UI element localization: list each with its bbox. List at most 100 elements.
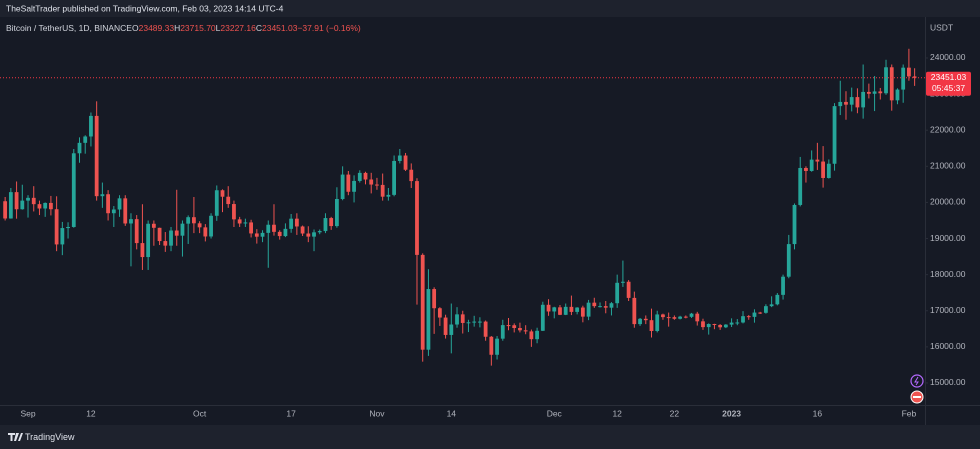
legend-key: C xyxy=(256,23,262,33)
candle-body xyxy=(844,101,848,105)
candle-body xyxy=(746,316,751,318)
candle-body xyxy=(151,223,156,228)
x-tick-label: 17 xyxy=(286,408,296,418)
candle-body xyxy=(43,202,48,209)
published-line: TheSaltTrader published on TradingView.c… xyxy=(6,3,284,13)
candle-body xyxy=(83,136,88,143)
candle-body xyxy=(66,226,70,229)
candle-body xyxy=(129,219,133,224)
x-tick-label: 12 xyxy=(612,408,622,418)
candle-body xyxy=(586,302,591,317)
legend-key: O xyxy=(132,23,139,33)
candle-body xyxy=(312,232,316,237)
candle-body xyxy=(363,172,368,180)
candle-body xyxy=(100,194,105,197)
x-tick-label: 22 xyxy=(670,408,680,418)
candle-body xyxy=(197,223,202,228)
candle-body xyxy=(655,314,660,332)
candle-body xyxy=(626,281,631,298)
candle-body xyxy=(775,294,780,305)
candle-body xyxy=(266,224,271,233)
y-tick-label: 18000.00 xyxy=(930,269,966,279)
candle-body xyxy=(701,321,705,328)
candle-body xyxy=(20,200,25,210)
candle-body xyxy=(237,219,242,224)
candle-body xyxy=(575,307,580,312)
candle-body xyxy=(209,215,213,237)
candle-body xyxy=(294,218,299,227)
candle-body xyxy=(386,194,391,197)
candle-body xyxy=(77,142,82,154)
candle-body xyxy=(752,312,757,317)
y-tick-label: 24000.00 xyxy=(930,52,966,62)
candle-body xyxy=(243,222,248,224)
candle-body xyxy=(140,243,145,258)
candle-body xyxy=(260,232,265,237)
candle-body xyxy=(632,297,637,325)
candle-body xyxy=(329,218,334,227)
candle-body xyxy=(380,184,385,197)
event-icon-glyph xyxy=(914,376,919,386)
price-tag-value: 23451.03 xyxy=(931,72,967,82)
candle-body xyxy=(214,190,219,216)
candle-body xyxy=(397,155,402,161)
candle-body xyxy=(123,198,128,224)
candle-body xyxy=(866,91,871,94)
candle-body xyxy=(146,223,151,258)
candle-body xyxy=(792,204,797,245)
candle-body xyxy=(895,89,900,101)
flag-icon-stripe xyxy=(913,396,921,398)
candle-body xyxy=(758,312,763,314)
candle-body xyxy=(563,306,568,315)
candle-body xyxy=(764,306,768,313)
candle-body xyxy=(483,321,488,337)
candle-body xyxy=(506,325,511,327)
y-tick-label: 17000.00 xyxy=(930,305,966,315)
candle-body xyxy=(203,227,208,237)
legend-value: 23489.33 xyxy=(139,23,175,33)
candle-body xyxy=(500,325,505,339)
candle-body xyxy=(569,306,574,312)
candle-body xyxy=(889,67,894,101)
candle-body xyxy=(289,218,294,229)
candle-body xyxy=(912,76,917,78)
y-tick-label: 22000.00 xyxy=(930,124,966,134)
candle-body xyxy=(426,289,431,350)
candle-body xyxy=(786,244,791,277)
candle-body xyxy=(723,324,728,328)
candle-body xyxy=(232,204,236,220)
candle-body xyxy=(54,209,59,245)
candle-body xyxy=(809,159,814,171)
candle-body xyxy=(478,321,482,323)
candle-body xyxy=(729,322,734,325)
candle-body xyxy=(277,231,282,237)
candle-body xyxy=(535,330,539,340)
x-tick-label: 16 xyxy=(813,408,823,418)
candle-body xyxy=(781,276,785,295)
candle-body xyxy=(815,159,820,162)
candle-body xyxy=(254,233,259,237)
candle-body xyxy=(460,314,465,323)
candle-body xyxy=(689,313,694,317)
candle-body xyxy=(621,281,625,283)
candle-body xyxy=(661,314,665,318)
candle-body xyxy=(249,222,253,234)
candle-body xyxy=(598,306,602,308)
candle-body xyxy=(638,318,642,325)
candle-body xyxy=(369,179,374,185)
candle-body xyxy=(60,228,65,245)
candle-body xyxy=(357,172,362,181)
candle-body xyxy=(678,316,682,319)
candle-body xyxy=(706,324,711,328)
legend-change: −37.91 (−0.16%) xyxy=(297,23,360,33)
candle-body xyxy=(317,231,322,233)
candle-body xyxy=(878,91,883,94)
candle-body xyxy=(872,91,877,94)
price-tag-countdown: 05:45:37 xyxy=(932,83,965,93)
candle-body xyxy=(884,67,888,94)
candle-body xyxy=(826,163,831,178)
candle-body xyxy=(741,316,745,323)
candle-body xyxy=(512,325,517,329)
candle-body xyxy=(8,192,13,219)
